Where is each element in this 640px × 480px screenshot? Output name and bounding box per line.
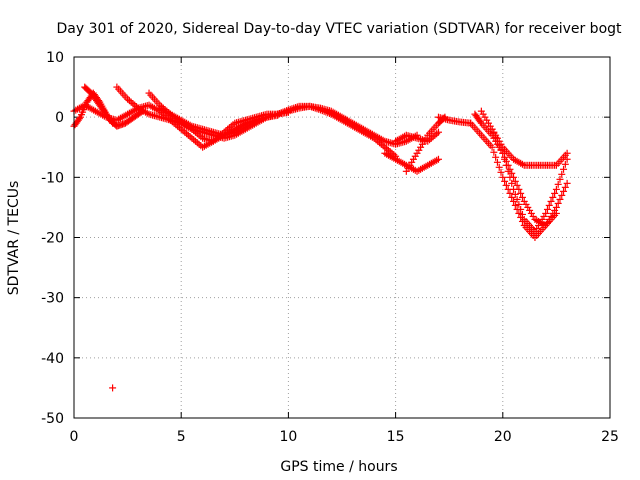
data-point: [490, 129, 498, 137]
data-point: [560, 165, 568, 173]
data-point: [547, 197, 555, 205]
data-point: [497, 145, 505, 153]
data-point: [552, 185, 560, 193]
data-point: [309, 104, 317, 112]
data-point: [563, 149, 571, 157]
data-point: [515, 200, 523, 208]
data-point: [502, 181, 510, 189]
data-point: [501, 177, 509, 185]
x-tick-label: 0: [70, 429, 79, 445]
data-point: [556, 175, 564, 183]
data-point: [476, 118, 484, 126]
data-point: [518, 193, 526, 201]
data-point: [549, 193, 557, 201]
data-point: [511, 177, 519, 185]
y-tick-label: -50: [41, 411, 64, 427]
data-point: [511, 190, 519, 198]
data-point: [493, 137, 501, 145]
data-point: [508, 193, 516, 201]
data-point: [552, 203, 560, 211]
data-point: [510, 197, 518, 205]
data-point: [563, 179, 571, 187]
data-point: [556, 195, 564, 203]
data-point: [497, 168, 505, 176]
data-point: [558, 191, 566, 199]
data-point: [513, 181, 521, 189]
y-tick-label: -30: [41, 291, 64, 307]
data-point: [561, 183, 569, 191]
data-point: [490, 148, 498, 156]
data-point: [513, 195, 521, 203]
data-point: [109, 384, 117, 392]
data-point: [560, 187, 568, 195]
y-axis-label: SDTVAR / TECUs: [6, 181, 22, 296]
data-point: [561, 160, 569, 168]
data-point: [434, 155, 442, 163]
x-tick-label: 10: [279, 429, 297, 445]
data-point: [311, 104, 319, 112]
data-points: [70, 83, 571, 392]
data-point: [545, 201, 553, 209]
data-point: [506, 189, 514, 197]
data-point: [495, 163, 503, 171]
data-point: [502, 161, 510, 169]
data-point: [492, 153, 500, 161]
x-tick-label: 15: [387, 429, 405, 445]
data-point: [542, 209, 550, 217]
data-point: [492, 133, 500, 141]
data-point: [493, 158, 501, 166]
data-point: [510, 185, 518, 193]
data-point: [488, 143, 496, 151]
data-point: [551, 189, 559, 197]
data-point: [488, 125, 496, 133]
plot-frame: [73, 56, 611, 419]
data-point: [506, 173, 514, 181]
y-tick-label: -20: [41, 231, 64, 247]
data-point: [518, 210, 526, 218]
data-point: [434, 128, 442, 136]
data-point: [499, 173, 507, 181]
data-point: [508, 179, 516, 187]
data-point: [517, 205, 525, 213]
data-point: [558, 170, 566, 178]
data-point: [543, 205, 551, 213]
y-tick-label: -10: [41, 170, 64, 186]
data-point: [515, 209, 523, 217]
data-point: [517, 189, 525, 197]
data-point: [501, 155, 509, 163]
data-point: [306, 102, 314, 110]
data-point: [75, 115, 83, 123]
data-point: [499, 149, 507, 157]
data-point: [308, 103, 316, 111]
chart-title: Day 301 of 2020, Sidereal Day-to-day VTE…: [56, 21, 622, 37]
y-tick-label: 0: [55, 110, 64, 126]
data-point: [504, 167, 512, 175]
data-point: [508, 169, 516, 177]
data-point: [554, 180, 562, 188]
data-point: [554, 199, 562, 207]
data-point: [511, 201, 519, 209]
y-tick-label: 10: [46, 50, 64, 66]
y-tick-label: -40: [41, 351, 64, 367]
data-point: [563, 155, 571, 163]
data-point: [495, 141, 503, 149]
x-tick-label: 20: [494, 429, 512, 445]
x-tick-label: 5: [177, 429, 186, 445]
data-point: [552, 209, 560, 217]
x-axis-label: GPS time / hours: [280, 459, 397, 475]
x-tick-label: 25: [601, 429, 619, 445]
